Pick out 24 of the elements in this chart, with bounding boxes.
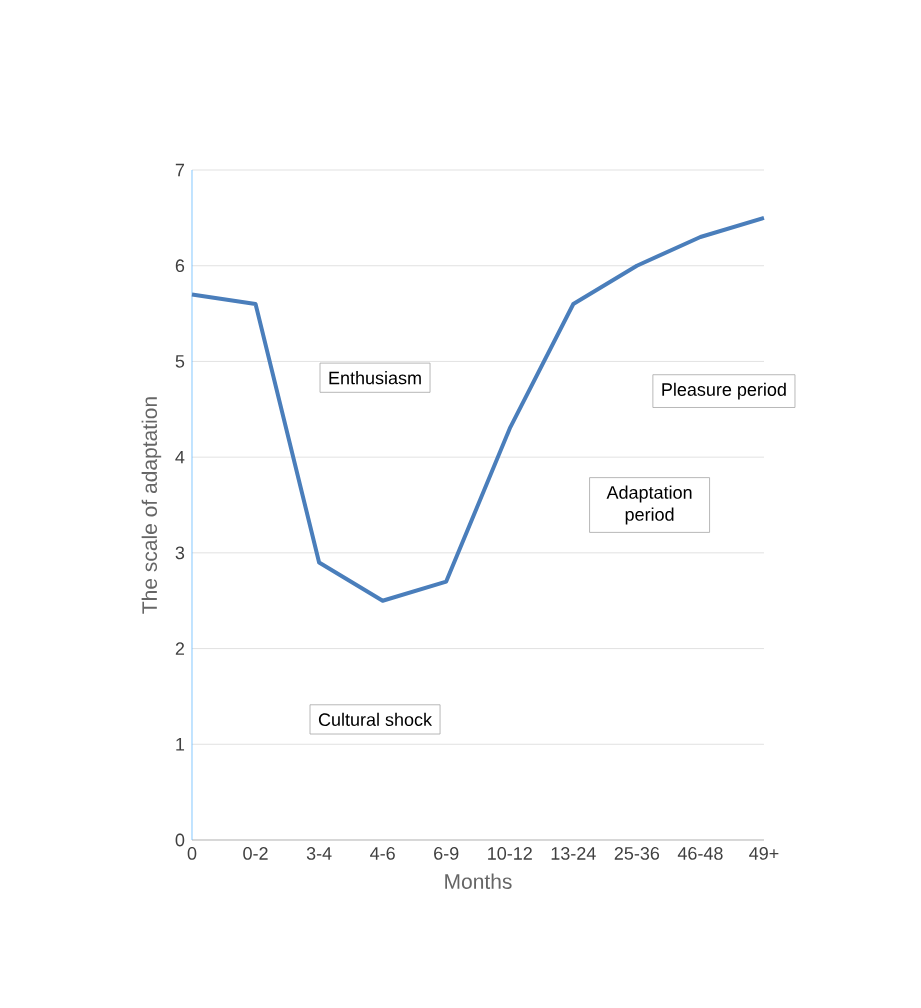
y-tick-label: 0 — [175, 833, 185, 847]
x-axis-title: Months — [445, 873, 512, 889]
annotation: Adaptation period — [606, 485, 692, 525]
x-tick-label: 0-2 — [243, 847, 268, 860]
y-tick-label: 5 — [175, 355, 185, 368]
x-tick-label: 6-9 — [434, 847, 459, 860]
y-tick-label: 2 — [175, 642, 185, 655]
annotation: Pleasure period — [662, 382, 786, 400]
y-tick-label: 4 — [175, 450, 185, 464]
annotation: Cultural shock — [318, 712, 433, 727]
x-tick-label: 10-12 — [488, 847, 532, 860]
x-tick-label: 49+ — [749, 847, 779, 860]
x-tick-label: 25-36 — [614, 847, 660, 860]
y-tick-label: 6 — [175, 259, 185, 273]
y-axis-title: The scale of adaptation — [141, 397, 162, 614]
x-tick-label: 0 — [187, 847, 197, 860]
y-tick-label: 3 — [175, 546, 185, 560]
x-tick-label: 13-24 — [551, 847, 596, 860]
y-tick-label: 1 — [176, 738, 185, 751]
x-tick-label: 46-48 — [677, 847, 723, 860]
annotation: Enthusiasm — [329, 371, 421, 385]
x-tick-label: 4-6 — [370, 847, 395, 860]
x-tick-label: 3-4 — [306, 847, 332, 860]
y-tick-label: 7 — [175, 163, 185, 177]
